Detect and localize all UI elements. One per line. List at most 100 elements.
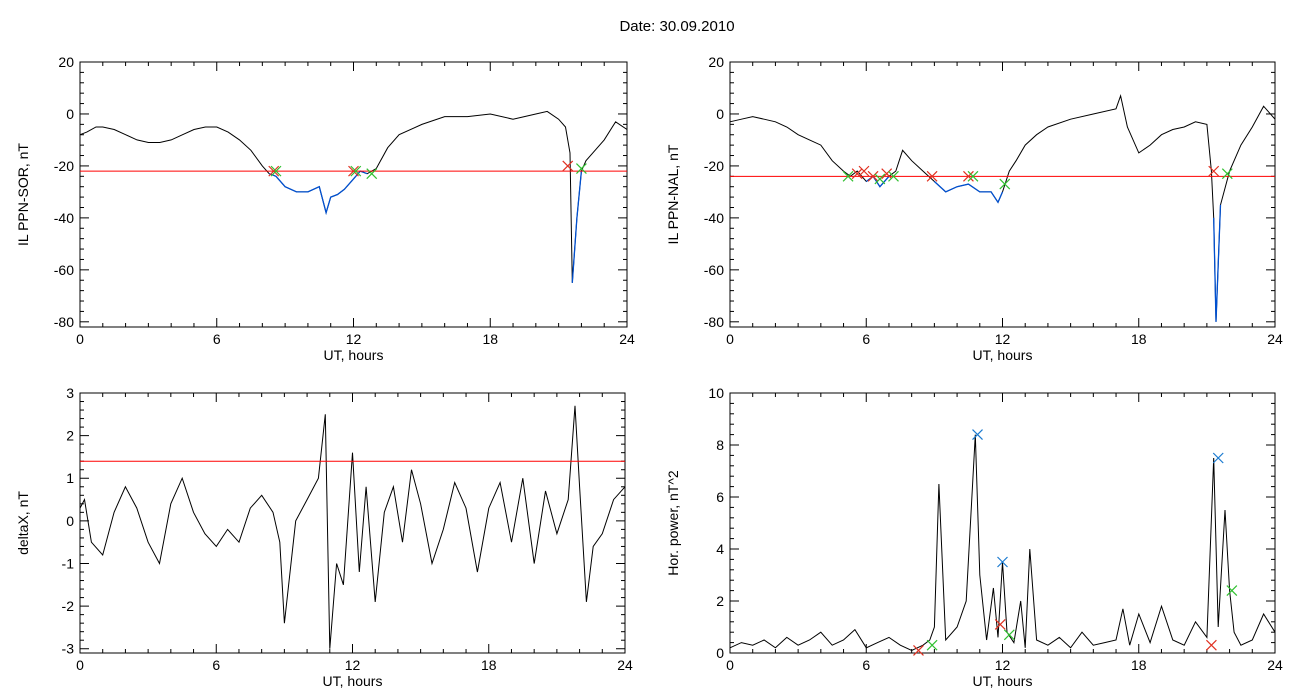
x-tick-label: 0 [76, 331, 84, 347]
plot-frame [79, 392, 626, 654]
event-marker [575, 163, 587, 174]
y-tick-label: 3 [66, 385, 74, 401]
x-tick-label: 24 [1267, 657, 1283, 673]
y-tick-label: -80 [54, 314, 74, 330]
x-tick-label: 18 [481, 657, 497, 673]
y-tick-label: -60 [54, 262, 74, 278]
y-tick-label: -2 [62, 598, 75, 614]
figure-title: Date: 30.09.2010 [619, 18, 735, 35]
x-tick-label: 24 [617, 657, 633, 673]
x-axis-label: UT, hours [973, 673, 1033, 689]
x-tick-label: 12 [995, 657, 1011, 673]
y-tick-label: -20 [54, 158, 74, 174]
x-tick-label: 6 [862, 657, 870, 673]
event-marker [851, 168, 863, 180]
x-tick-label: 6 [212, 657, 220, 673]
y-tick-label: 6 [716, 489, 724, 505]
y-tick-label: -80 [704, 314, 724, 330]
chart-top-left: 0 6 12 18 24 -80 -60 -40 -20 0 20 UT, hours IL PPN-S… [15, 54, 635, 363]
x-tick-label: 12 [345, 657, 361, 673]
event-marker [926, 639, 938, 651]
event-marker [562, 160, 574, 172]
x-tick-label: 12 [346, 331, 362, 347]
y-axis-label: Hor. power, nT^2 [665, 470, 681, 576]
y-tick-label: 2 [66, 428, 74, 444]
x-tick-label: 0 [76, 657, 84, 673]
event-marker [994, 618, 1006, 630]
x-tick-label: 6 [213, 331, 221, 347]
event-marker [268, 165, 280, 177]
below-threshold-segment [571, 171, 583, 283]
chart-top-right: 0 6 12 18 24 -80 -60 -40 -20 0 20 UT, hours IL PPN-N… [665, 54, 1283, 363]
series-line [729, 93, 1276, 322]
event-marker [881, 168, 893, 180]
y-tick-label: 20 [58, 54, 74, 70]
y-tick-label: 20 [708, 54, 724, 70]
event-marker [867, 170, 879, 182]
y-tick-label: 0 [66, 106, 74, 122]
event-marker [348, 165, 359, 177]
x-tick-label: 12 [995, 331, 1011, 347]
x-tick-label: 18 [482, 331, 498, 347]
x-tick-label: 24 [1267, 331, 1283, 347]
y-tick-label: 0 [716, 645, 724, 661]
event-marker [913, 644, 924, 656]
y-axis-label: IL PPN-SOR, nT [15, 143, 31, 246]
x-tick-label: 0 [726, 657, 734, 673]
x-axis-label: UT, hours [973, 347, 1033, 363]
y-tick-label: -1 [62, 555, 75, 571]
event-marker [1208, 165, 1220, 177]
event-marker [999, 178, 1011, 190]
event-marker [270, 165, 282, 177]
y-tick-label: 1 [66, 470, 74, 486]
event-marker [350, 165, 362, 177]
y-tick-label: 0 [716, 106, 724, 122]
plot-frame [729, 392, 1276, 654]
below-threshold-segment [1213, 204, 1222, 322]
event-marker [1221, 168, 1233, 180]
event-marker [972, 429, 983, 441]
event-marker [963, 170, 974, 182]
event-marker [842, 170, 854, 182]
event-marker [967, 170, 979, 182]
y-tick-label: 0 [66, 513, 74, 529]
series-line [729, 434, 1276, 651]
event-marker [1212, 452, 1224, 464]
y-tick-label: -20 [704, 158, 724, 174]
y-tick-label: 2 [716, 593, 724, 609]
event-marker [926, 170, 938, 182]
x-tick-label: 18 [1131, 331, 1147, 347]
x-tick-label: 18 [1131, 657, 1147, 673]
x-tick-label: 6 [862, 331, 870, 347]
y-axis-label: IL PPN-NAL, nT [665, 144, 681, 244]
below-threshold-segment [268, 170, 368, 216]
event-marker [1205, 639, 1217, 651]
x-axis-label: UT, hours [323, 673, 383, 689]
y-tick-label: -60 [704, 262, 724, 278]
series-line [79, 405, 626, 649]
x-tick-label: 0 [726, 331, 734, 347]
event-marker [1003, 629, 1015, 641]
y-tick-label: 10 [708, 385, 724, 401]
event-marker [1226, 585, 1238, 597]
event-marker [858, 165, 870, 177]
y-axis-label: deltaX, nT [15, 491, 31, 555]
x-tick-label: 24 [619, 331, 635, 347]
y-tick-label: -40 [704, 210, 724, 226]
event-marker [366, 168, 378, 180]
y-tick-label: 8 [716, 437, 724, 453]
x-axis-label: UT, hours [324, 347, 384, 363]
event-marker [997, 556, 1008, 568]
plot-frame [79, 61, 628, 328]
event-marker [874, 173, 886, 185]
y-tick-label: -40 [54, 210, 74, 226]
below-threshold-segment [933, 181, 1004, 204]
y-tick-label: -3 [62, 641, 75, 657]
y-tick-label: 4 [716, 541, 724, 557]
plot-frame [729, 61, 1276, 328]
event-marker [888, 170, 899, 182]
series-line [79, 110, 628, 283]
